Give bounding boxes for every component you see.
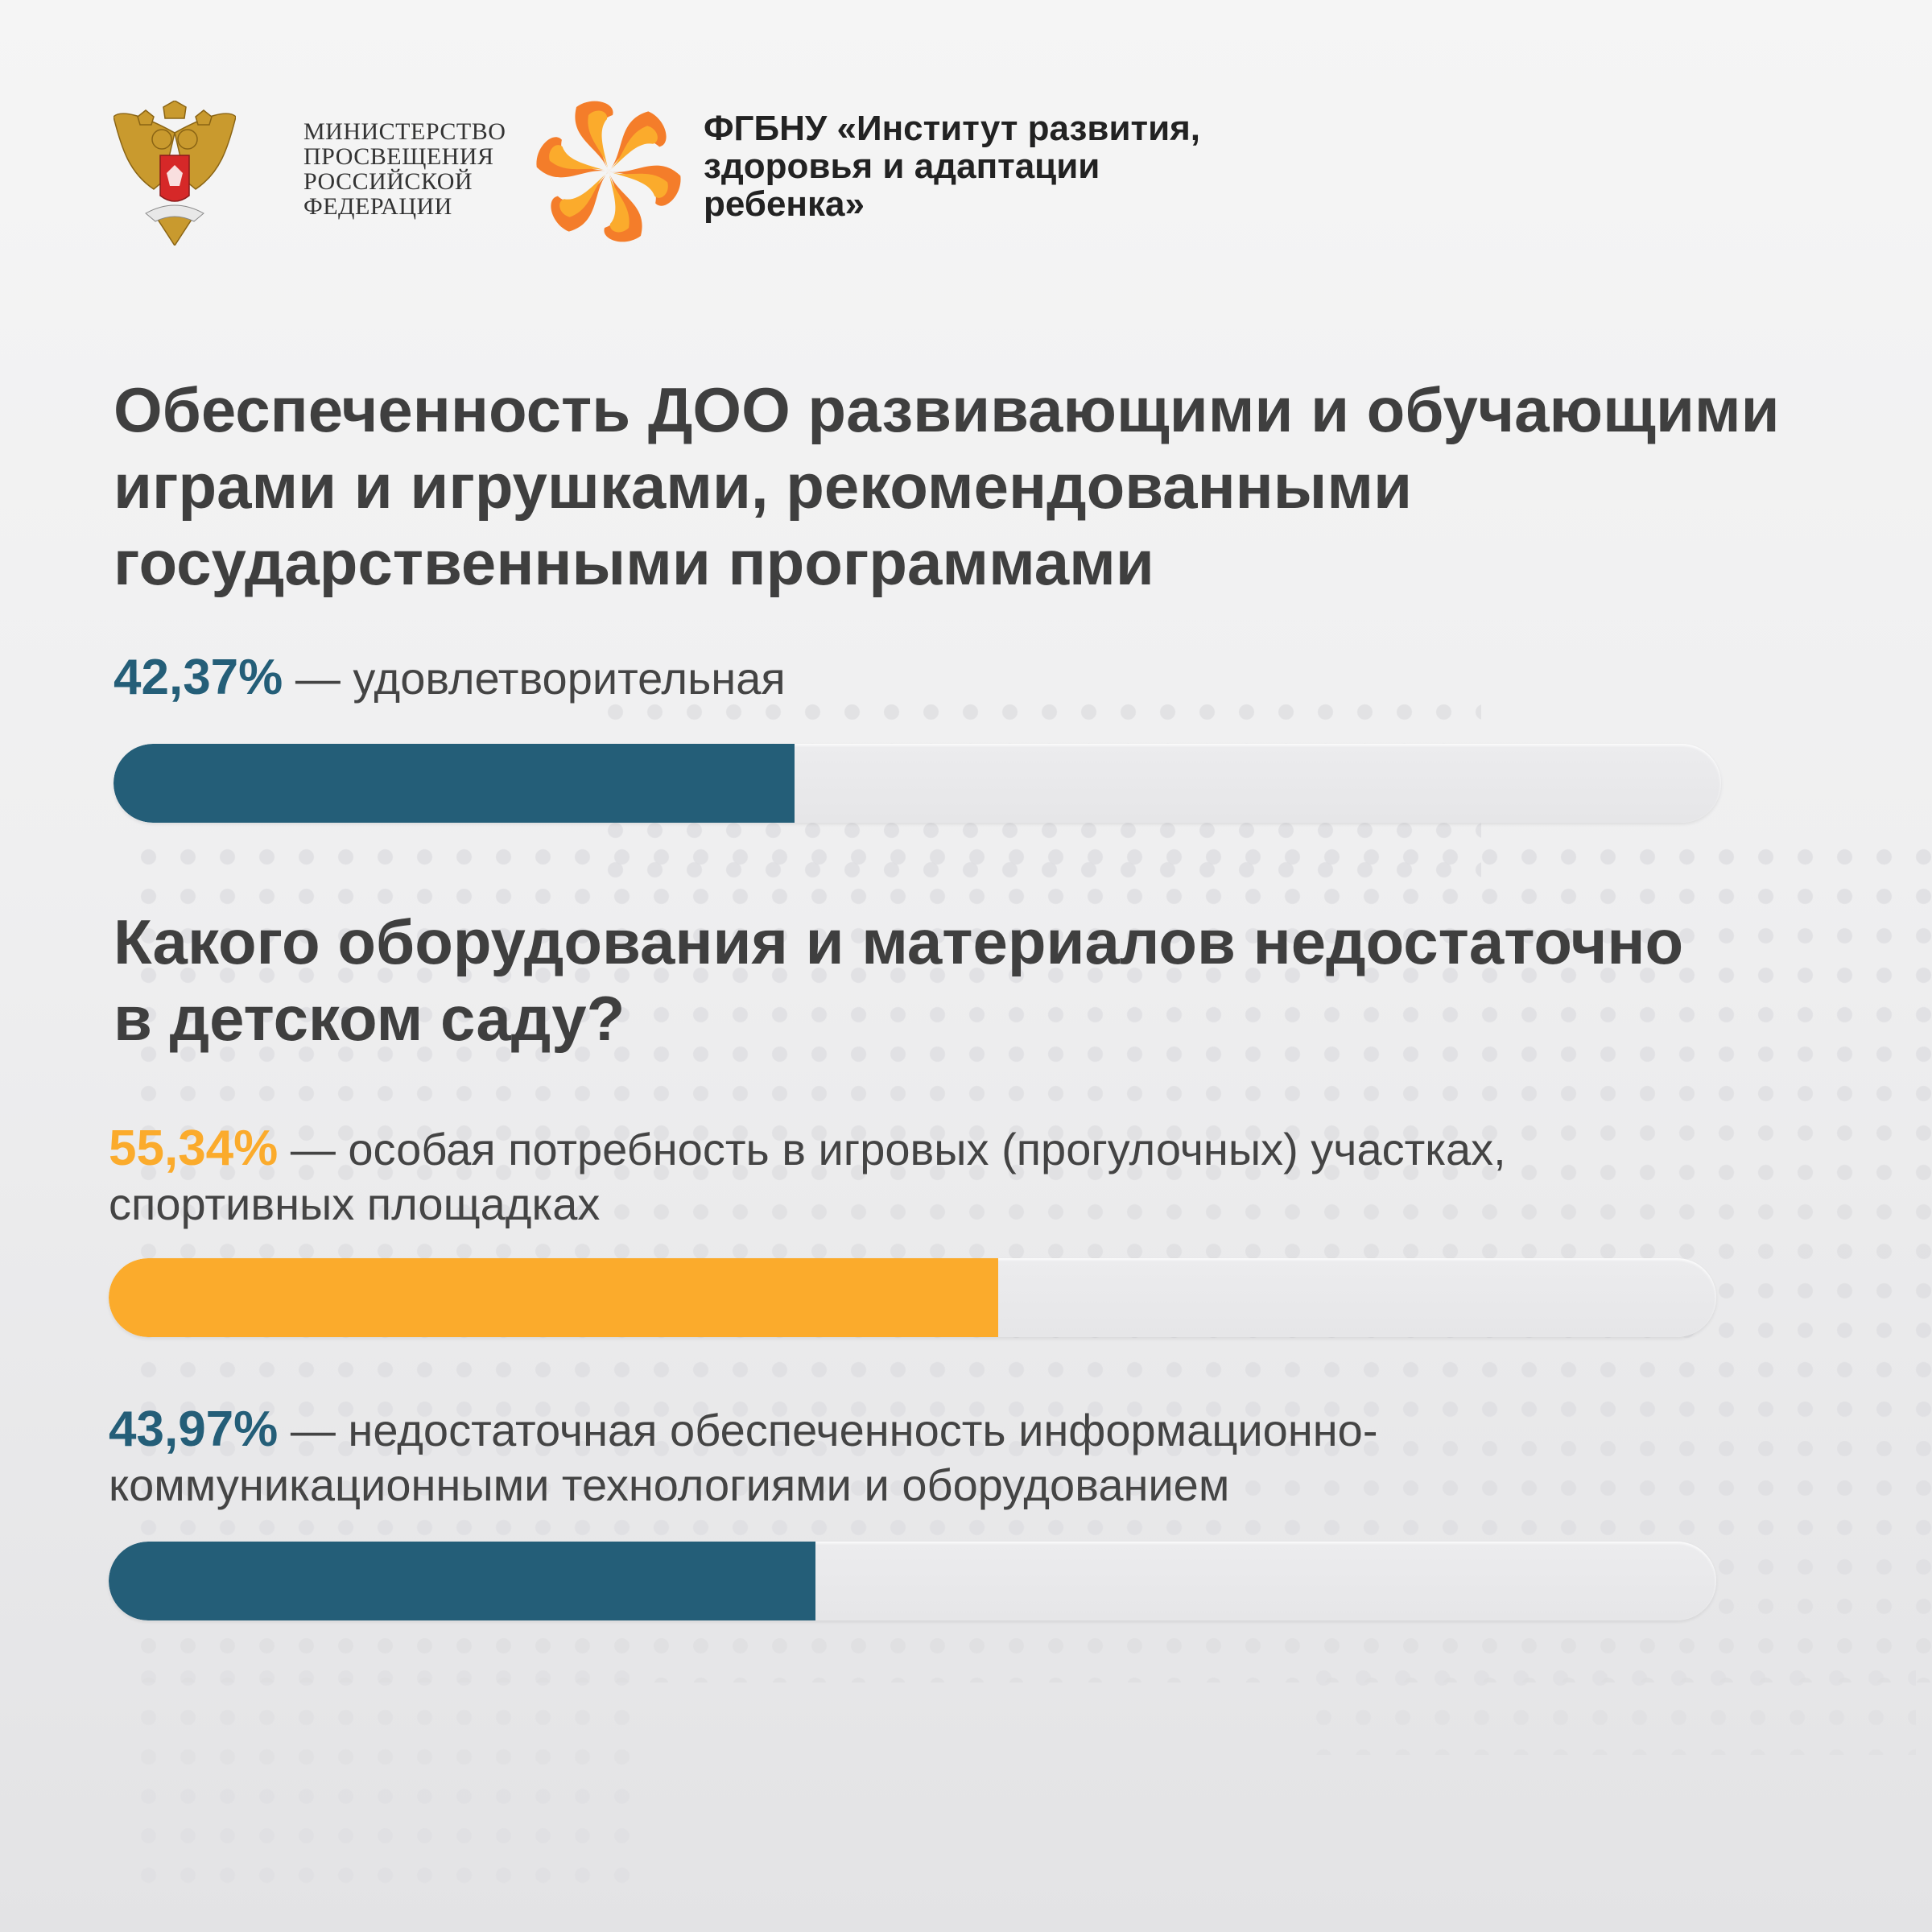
section-2-title: Какого оборудования и материалов недоста… — [114, 904, 1683, 1057]
institute-line: ФГБНУ «Институт развития, — [704, 109, 1201, 148]
stat-2-label: 55,34% — особая потребность в игровых (п… — [109, 1121, 1506, 1232]
stat-description: спортивных площадках — [109, 1179, 601, 1229]
stat-value: 43,97% — [109, 1402, 279, 1457]
stat-3-label: 43,97% — недостаточная обеспеченность ин… — [109, 1402, 1377, 1513]
dot-pattern — [1304, 1658, 1916, 1755]
stat-description: — особая потребность в игровых (прогулоч… — [290, 1124, 1506, 1174]
title-line: играми и игрушками, рекомендованными — [114, 451, 1413, 522]
ministry-line: ФЕДЕРАЦИИ — [303, 193, 452, 220]
section-1-title: Обеспеченность ДОО развивающими и обучаю… — [114, 372, 1780, 601]
progress-bar-track — [109, 1258, 1716, 1337]
institute-line: ребенка» — [704, 184, 865, 224]
progress-bar-fill — [114, 744, 795, 823]
title-line: Какого оборудования и материалов недоста… — [114, 906, 1684, 977]
ministry-name: МИНИСТЕРСТВО ПРОСВЕЩЕНИЯ РОССИЙСКОЙ ФЕДЕ… — [303, 119, 506, 219]
title-line: в детском саду? — [114, 983, 625, 1054]
ministry-emblem-icon — [114, 101, 236, 246]
stat-value: 55,34% — [109, 1121, 279, 1176]
stat-description: — недостаточная обеспеченность информаци… — [290, 1405, 1378, 1455]
progress-bar-fill — [109, 1542, 816, 1620]
progress-bar-fill — [109, 1258, 999, 1337]
title-line: Обеспеченность ДОО развивающими и обучаю… — [114, 374, 1780, 445]
dot-pattern — [129, 1658, 644, 1900]
ministry-line: РОССИЙСКОЙ — [303, 168, 473, 195]
progress-bar-track — [109, 1542, 1716, 1620]
stat-description: — удовлетворительная — [295, 653, 786, 704]
stat-value: 42,37% — [114, 650, 283, 705]
institute-name: ФГБНУ «Институт развития, здоровья и ада… — [704, 109, 1200, 223]
title-line: государственными программами — [114, 527, 1154, 598]
institute-line: здоровья и адаптации — [704, 147, 1100, 186]
stat-description: коммуникационными технологиями и оборудо… — [109, 1459, 1230, 1510]
stat-1-label: 42,37% — удовлетворительная — [114, 650, 786, 706]
institute-flower-logo-icon — [536, 101, 681, 242]
progress-bar-track — [114, 744, 1721, 823]
ministry-line: ПРОСВЕЩЕНИЯ — [303, 143, 494, 170]
ministry-line: МИНИСТЕРСТВО — [303, 118, 506, 145]
